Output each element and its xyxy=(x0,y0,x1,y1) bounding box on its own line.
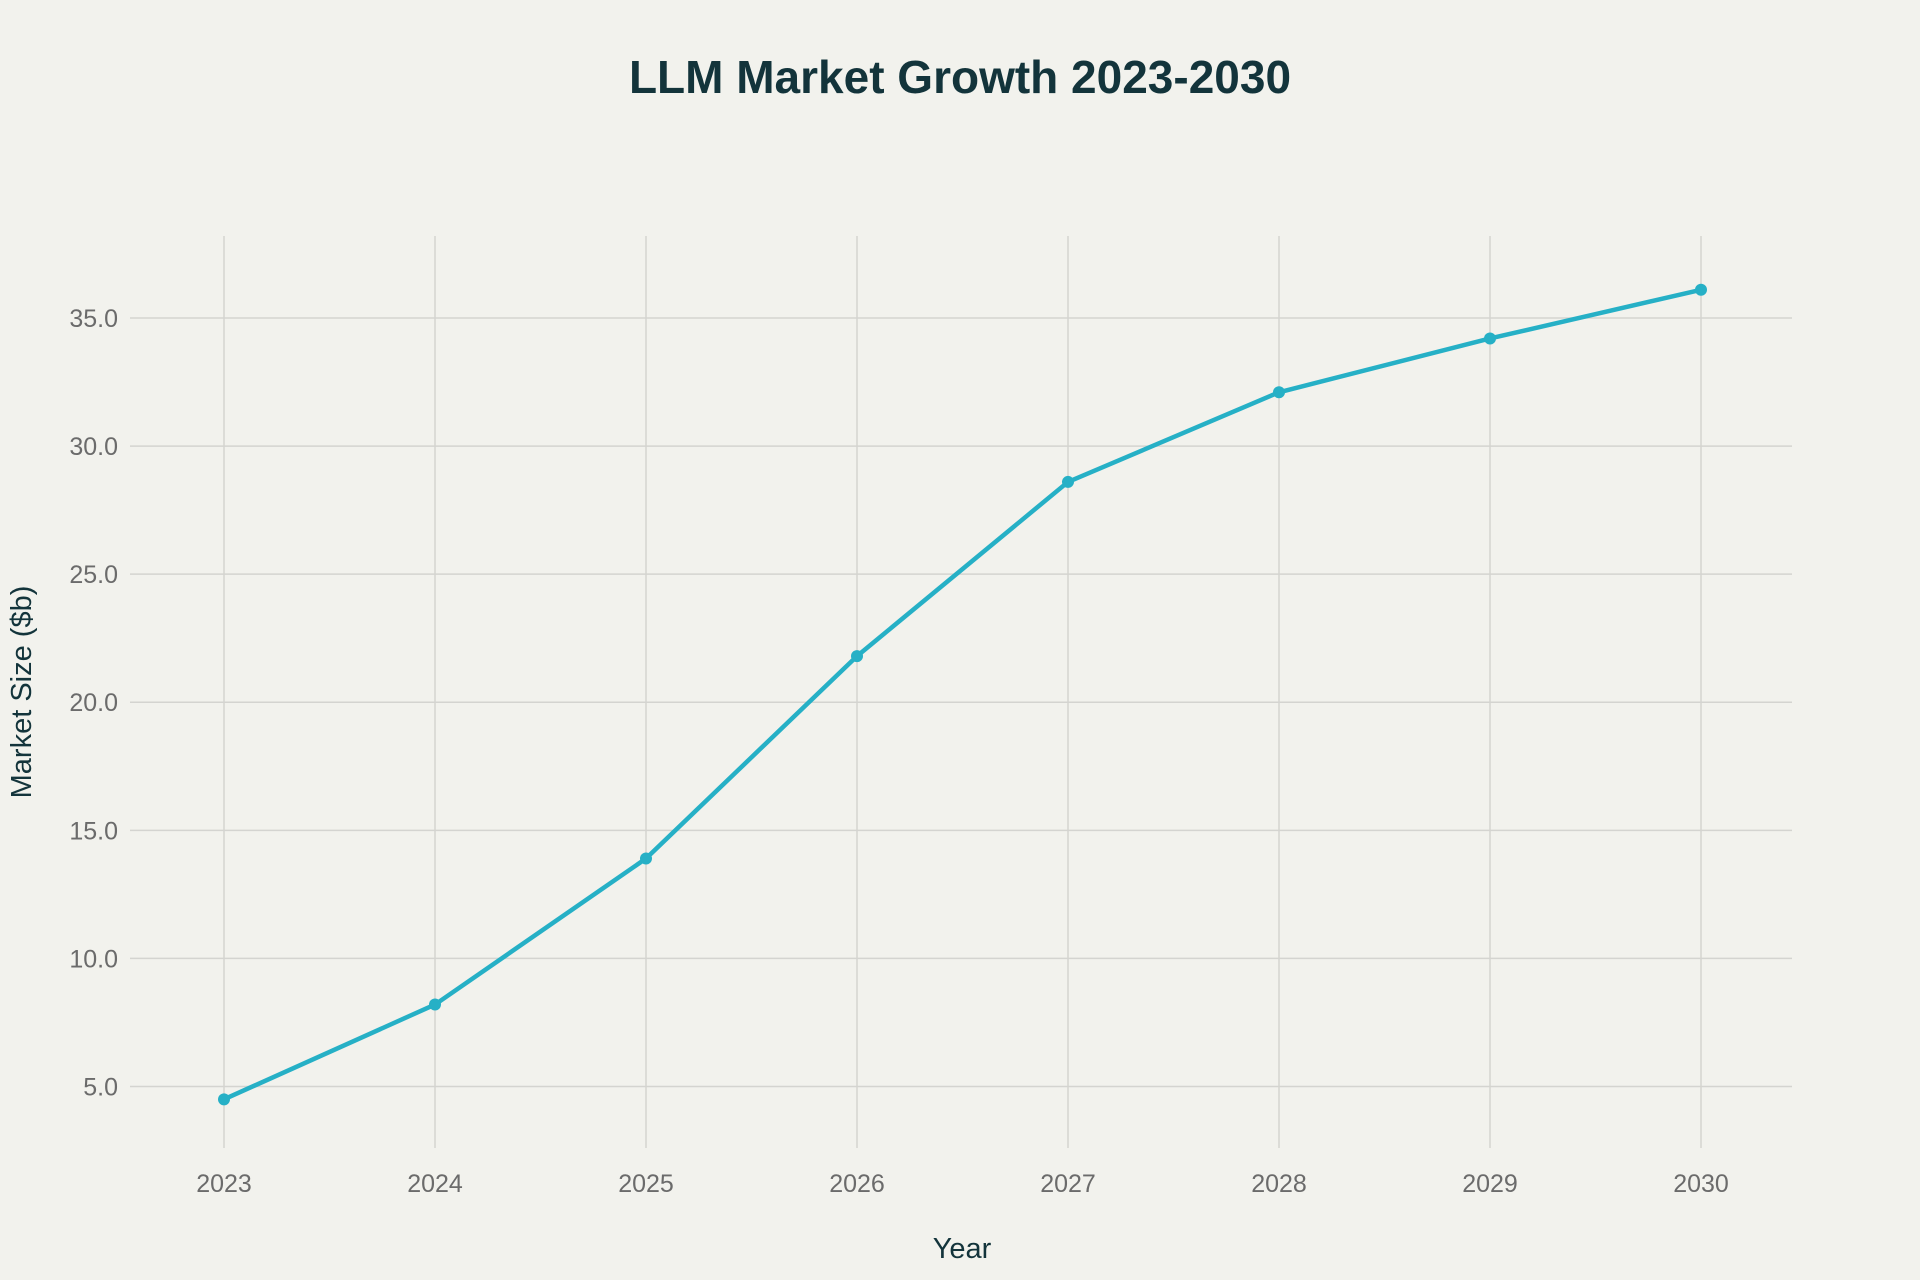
y-axis-title: Market Size ($b) xyxy=(6,586,38,799)
x-tick-label: 2026 xyxy=(829,1170,885,1198)
y-tick-label: 10.0 xyxy=(69,945,118,973)
x-axis-title: Year xyxy=(933,1233,992,1265)
x-tick-label: 2025 xyxy=(618,1170,674,1198)
x-tick-label: 2024 xyxy=(407,1170,463,1198)
chart-title: LLM Market Growth 2023-2030 xyxy=(629,51,1291,103)
data-point[interactable] xyxy=(429,998,441,1011)
x-tick-label: 2028 xyxy=(1251,1170,1307,1198)
x-tick-label: 2030 xyxy=(1673,1170,1729,1198)
data-point[interactable] xyxy=(218,1093,230,1106)
y-tick-label: 30.0 xyxy=(69,433,118,461)
data-point[interactable] xyxy=(640,852,652,865)
y-tick-label: 25.0 xyxy=(69,561,118,589)
y-gridlines xyxy=(130,317,1792,1088)
data-point[interactable] xyxy=(1695,283,1707,296)
x-tick-label: 2029 xyxy=(1462,1170,1518,1198)
x-axis-ticks: 2023 2024 2025 2026 2027 2028 2029 2030 xyxy=(196,1170,1729,1198)
y-tick-label: 15.0 xyxy=(69,817,118,845)
data-point[interactable] xyxy=(1484,332,1496,345)
data-point[interactable] xyxy=(1062,475,1074,488)
x-gridlines xyxy=(223,236,1702,1148)
y-tick-label: 20.0 xyxy=(69,689,118,717)
x-tick-label: 2027 xyxy=(1040,1170,1096,1198)
data-point[interactable] xyxy=(851,650,863,663)
data-point[interactable] xyxy=(1273,386,1285,399)
series-line xyxy=(221,287,1704,1102)
x-tick-label: 2023 xyxy=(196,1170,252,1198)
series-group xyxy=(218,283,1707,1106)
y-tick-label: 35.0 xyxy=(69,305,118,333)
y-tick-label: 5.0 xyxy=(83,1074,118,1102)
y-axis-ticks: 5.0 10.0 15.0 20.0 25.0 30.0 35.0 xyxy=(69,305,118,1102)
